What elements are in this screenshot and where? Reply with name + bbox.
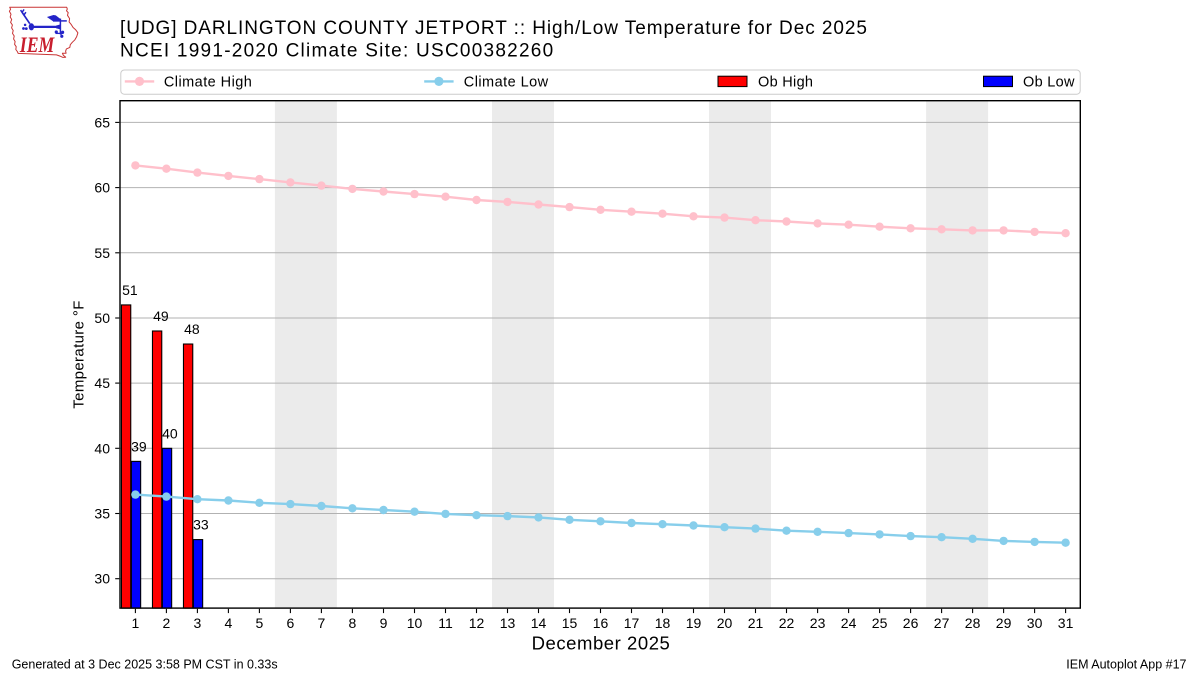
svg-text:35: 35 [94, 506, 110, 522]
svg-text:26: 26 [903, 615, 919, 631]
svg-text:39: 39 [131, 439, 147, 455]
svg-text:8: 8 [349, 615, 357, 631]
svg-text:13: 13 [500, 615, 516, 631]
svg-text:23: 23 [810, 615, 826, 631]
svg-text:16: 16 [593, 615, 609, 631]
svg-text:[UDG] DARLINGTON COUNTY JETPOR: [UDG] DARLINGTON COUNTY JETPORT :: High/… [120, 18, 868, 39]
svg-text:28: 28 [965, 615, 981, 631]
svg-text:20: 20 [717, 615, 733, 631]
svg-text:30: 30 [94, 571, 110, 587]
svg-text:3: 3 [194, 615, 202, 631]
svg-text:65: 65 [94, 114, 110, 130]
svg-text:22: 22 [779, 615, 795, 631]
svg-text:Temperature °F: Temperature °F [71, 300, 88, 408]
svg-text:5: 5 [256, 615, 264, 631]
svg-text:27: 27 [934, 615, 950, 631]
svg-text:15: 15 [562, 615, 578, 631]
svg-text:12: 12 [469, 615, 485, 631]
svg-text:7: 7 [318, 615, 326, 631]
svg-text:19: 19 [686, 615, 702, 631]
svg-text:45: 45 [94, 375, 110, 391]
svg-text:50: 50 [94, 310, 110, 326]
svg-text:55: 55 [94, 245, 110, 261]
svg-text:Climate Low: Climate Low [464, 74, 549, 90]
svg-text:Ob Low: Ob Low [1023, 74, 1075, 90]
svg-text:21: 21 [748, 615, 764, 631]
svg-text:1: 1 [132, 615, 140, 631]
svg-text:49: 49 [153, 308, 169, 324]
svg-text:IEM Autoplot App #17: IEM Autoplot App #17 [1066, 658, 1186, 672]
svg-text:2: 2 [163, 615, 171, 631]
svg-text:40: 40 [94, 440, 110, 456]
svg-text:IEM: IEM [19, 32, 55, 57]
svg-text:6: 6 [287, 615, 295, 631]
svg-text:17: 17 [624, 615, 640, 631]
svg-text:31: 31 [1058, 615, 1074, 631]
svg-text:4: 4 [225, 615, 233, 631]
svg-text:33: 33 [193, 517, 209, 533]
svg-text:51: 51 [122, 282, 138, 298]
svg-text:30: 30 [1027, 615, 1043, 631]
svg-text:Generated at 3 Dec 2025 3:58 P: Generated at 3 Dec 2025 3:58 PM CST in 0… [12, 657, 278, 671]
svg-text:9: 9 [380, 615, 388, 631]
svg-text:24: 24 [841, 615, 857, 631]
svg-text:14: 14 [531, 615, 547, 631]
svg-text:40: 40 [162, 425, 178, 441]
svg-text:10: 10 [407, 615, 423, 631]
svg-text:48: 48 [184, 321, 200, 337]
svg-text:18: 18 [655, 615, 671, 631]
svg-text:Climate High: Climate High [164, 74, 252, 90]
svg-text:NCEI 1991-2020 Climate Site: U: NCEI 1991-2020 Climate Site: USC00382260 [120, 40, 554, 61]
svg-text:December 2025: December 2025 [532, 633, 671, 654]
svg-text:25: 25 [872, 615, 888, 631]
svg-text:11: 11 [438, 615, 453, 631]
svg-text:60: 60 [94, 180, 110, 196]
svg-text:29: 29 [996, 615, 1012, 631]
svg-text:Ob High: Ob High [758, 74, 813, 90]
